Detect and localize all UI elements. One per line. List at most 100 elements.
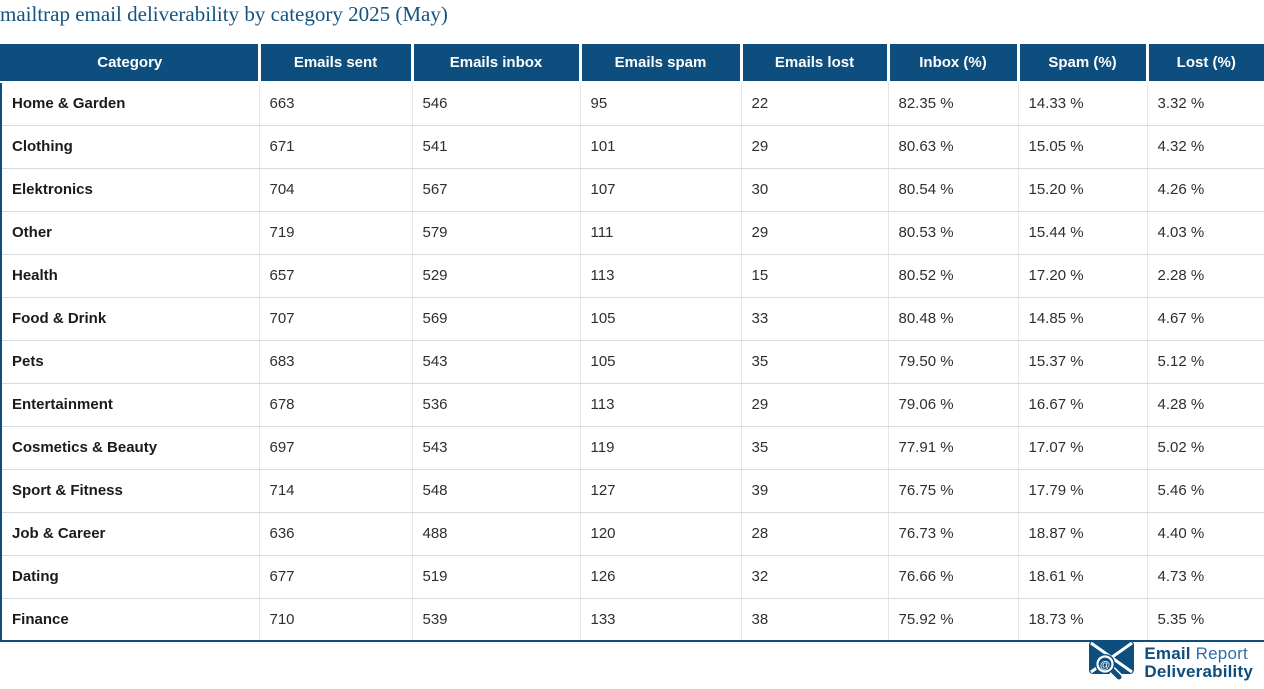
value-cell-emails-lost: 38: [741, 598, 889, 642]
value-cell-lost: 4.28 %: [1147, 383, 1264, 427]
value-cell-emails-spam: 119: [580, 426, 742, 470]
value-cell-inbox: 80.63 %: [888, 125, 1019, 169]
value-cell-emails-spam: 120: [580, 512, 742, 556]
value-cell-lost: 3.32 %: [1147, 82, 1264, 126]
value-cell-emails-sent: 677: [259, 555, 413, 599]
table-row-clothing: Clothing 671 541 101 29 80.63 % 15.05 % 4.32 %: [1, 125, 1264, 169]
value-cell-emails-lost: 28: [741, 512, 889, 556]
value-cell-lost: 4.32 %: [1147, 125, 1264, 169]
value-cell-spam: 15.05 %: [1018, 125, 1148, 169]
value-cell-emails-sent: 671: [259, 125, 413, 169]
table-row-other: Other 719 579 111 29 80.53 % 15.44 % 4.03 %: [1, 211, 1264, 255]
category-cell: Food & Drink: [1, 297, 260, 341]
table-row-job-career: Job & Career 636 488 120 28 76.73 % 18.87 % 4.4…: [1, 512, 1264, 556]
value-cell-inbox: 76.66 %: [888, 555, 1019, 599]
category-cell: Pets: [1, 340, 260, 384]
value-cell-inbox: 80.54 %: [888, 168, 1019, 212]
value-cell-lost: 4.26 %: [1147, 168, 1264, 212]
column-header-emails-spam: Emails spam: [580, 44, 743, 83]
value-cell-inbox: 80.52 %: [888, 254, 1019, 298]
table-row-sport-fitness: Sport & Fitness 714 548 127 39 76.75 % 17.79 %…: [1, 469, 1264, 513]
category-cell: Health: [1, 254, 260, 298]
value-cell-inbox: 76.73 %: [888, 512, 1019, 556]
value-cell-emails-spam: 113: [580, 383, 742, 427]
column-header-lost: Lost (%): [1147, 44, 1264, 83]
value-cell-emails-spam: 133: [580, 598, 742, 642]
value-cell-emails-lost: 29: [741, 211, 889, 255]
envelope-magnifier-icon: @: [1089, 640, 1137, 685]
value-cell-spam: 15.37 %: [1018, 340, 1148, 384]
value-cell-emails-inbox: 548: [412, 469, 581, 513]
value-cell-emails-sent: 636: [259, 512, 413, 556]
category-cell: Sport & Fitness: [1, 469, 260, 513]
table-row-finance: Finance 710 539 133 38 75.92 % 18.73 % 5.35 %: [1, 598, 1264, 642]
value-cell-emails-lost: 32: [741, 555, 889, 599]
value-cell-emails-lost: 15: [741, 254, 889, 298]
category-cell: Other: [1, 211, 260, 255]
deliverability-table: Category Emails sent Emails inbox Emails sp…: [0, 44, 1264, 642]
value-cell-emails-spam: 127: [580, 469, 742, 513]
value-cell-inbox: 80.48 %: [888, 297, 1019, 341]
category-cell: Clothing: [1, 125, 260, 169]
table-row-pets: Pets 683 543 105 35 79.50 % 15.37 % 5.12 %: [1, 340, 1264, 384]
value-cell-emails-lost: 22: [741, 82, 889, 126]
value-cell-lost: 4.03 %: [1147, 211, 1264, 255]
value-cell-emails-spam: 105: [580, 340, 742, 384]
value-cell-emails-lost: 39: [741, 469, 889, 513]
value-cell-emails-inbox: 488: [412, 512, 581, 556]
value-cell-emails-lost: 35: [741, 426, 889, 470]
value-cell-emails-spam: 107: [580, 168, 742, 212]
value-cell-emails-inbox: 541: [412, 125, 581, 169]
value-cell-emails-inbox: 536: [412, 383, 581, 427]
value-cell-emails-lost: 29: [741, 383, 889, 427]
value-cell-emails-sent: 707: [259, 297, 413, 341]
value-cell-lost: 5.12 %: [1147, 340, 1264, 384]
value-cell-spam: 15.44 %: [1018, 211, 1148, 255]
value-cell-spam: 18.87 %: [1018, 512, 1148, 556]
category-cell: Job & Career: [1, 512, 260, 556]
logo-word-email: Email: [1144, 643, 1191, 663]
value-cell-spam: 18.73 %: [1018, 598, 1148, 642]
value-cell-inbox: 75.92 %: [888, 598, 1019, 642]
page-title: mailtrap email deliverability by categor…: [0, 2, 448, 26]
value-cell-emails-inbox: 543: [412, 340, 581, 384]
category-cell: Elektronics: [1, 168, 260, 212]
svg-text:@: @: [1100, 659, 1110, 671]
value-cell-emails-spam: 105: [580, 297, 742, 341]
value-cell-spam: 17.20 %: [1018, 254, 1148, 298]
logo-wordmark: Email Report Deliverability: [1144, 643, 1253, 681]
value-cell-emails-inbox: 569: [412, 297, 581, 341]
value-cell-lost: 4.73 %: [1147, 555, 1264, 599]
category-cell: Cosmetics & Beauty: [1, 426, 260, 470]
table-row-home-garden: Home & Garden 663 546 95 22 82.35 % 14.33 % 3.3…: [1, 82, 1264, 126]
value-cell-spam: 16.67 %: [1018, 383, 1148, 427]
value-cell-emails-inbox: 539: [412, 598, 581, 642]
value-cell-emails-spam: 101: [580, 125, 742, 169]
logo-word-report: Report: [1195, 643, 1248, 663]
value-cell-inbox: 80.53 %: [888, 211, 1019, 255]
value-cell-emails-spam: 95: [580, 82, 742, 126]
value-cell-spam: 17.07 %: [1018, 426, 1148, 470]
value-cell-lost: 5.35 %: [1147, 598, 1264, 642]
column-header-emails-sent: Emails sent: [259, 44, 414, 83]
value-cell-emails-sent: 704: [259, 168, 413, 212]
value-cell-inbox: 77.91 %: [888, 426, 1019, 470]
value-cell-emails-lost: 33: [741, 297, 889, 341]
value-cell-inbox: 79.50 %: [888, 340, 1019, 384]
column-header-category: Category: [1, 44, 261, 83]
column-header-emails-lost: Emails lost: [741, 44, 890, 83]
value-cell-emails-inbox: 546: [412, 82, 581, 126]
value-cell-inbox: 79.06 %: [888, 383, 1019, 427]
value-cell-emails-sent: 678: [259, 383, 413, 427]
value-cell-emails-sent: 697: [259, 426, 413, 470]
value-cell-inbox: 76.75 %: [888, 469, 1019, 513]
value-cell-emails-sent: 719: [259, 211, 413, 255]
value-cell-lost: 5.46 %: [1147, 469, 1264, 513]
table-row-health: Health 657 529 113 15 80.52 % 17.20 % 2.28 %: [1, 254, 1264, 298]
table-row-food-drink: Food & Drink 707 569 105 33 80.48 % 14.85 % 4.6…: [1, 297, 1264, 341]
category-cell: Dating: [1, 555, 260, 599]
value-cell-spam: 15.20 %: [1018, 168, 1148, 212]
table-header-row: Category Emails sent Emails inbox Emails sp…: [1, 44, 1264, 83]
table-row-entertainment: Entertainment 678 536 113 29 79.06 % 16.67 % 4.…: [1, 383, 1264, 427]
value-cell-emails-sent: 710: [259, 598, 413, 642]
